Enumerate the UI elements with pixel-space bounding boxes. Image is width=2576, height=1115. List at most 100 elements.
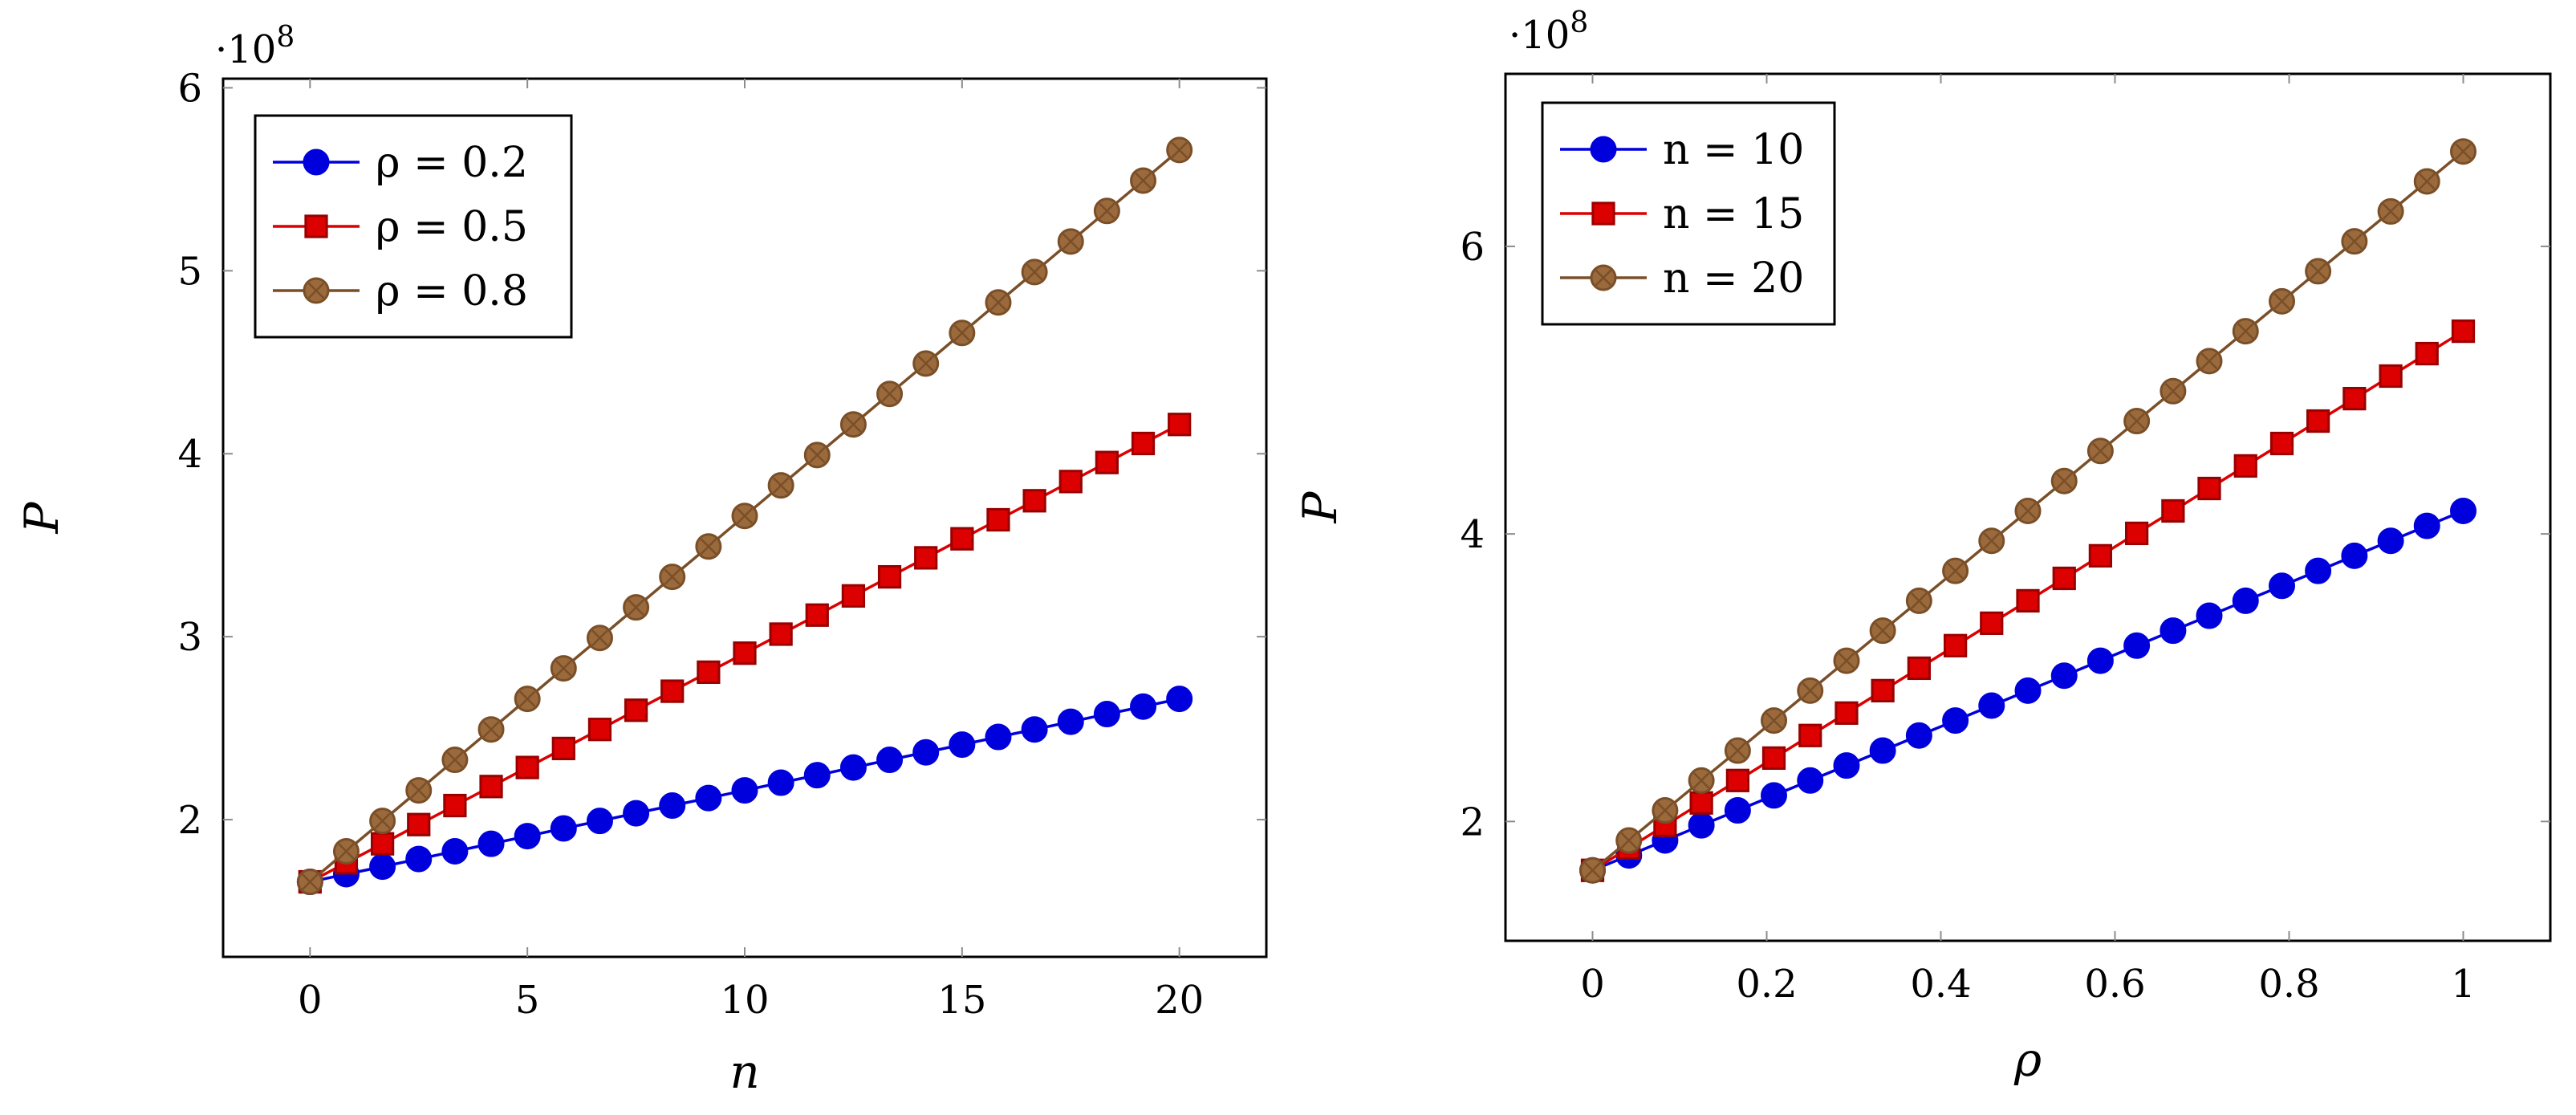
data-point <box>876 747 904 774</box>
data-point <box>731 777 758 804</box>
x-tick-label: 5 <box>515 978 540 1023</box>
data-point <box>2016 588 2040 613</box>
data-point <box>2086 437 2114 465</box>
data-point <box>1579 857 1606 884</box>
legend-marker <box>303 149 330 176</box>
data-point <box>296 869 323 896</box>
x-tick-label: 0 <box>298 978 323 1023</box>
data-point <box>950 527 974 551</box>
data-point <box>2088 543 2113 568</box>
data-point <box>1130 693 1157 720</box>
data-point <box>769 622 793 646</box>
data-point <box>2377 197 2404 225</box>
data-point <box>1980 611 2004 635</box>
data-point <box>514 823 541 850</box>
data-point <box>803 762 831 789</box>
data-point <box>2196 348 2223 375</box>
data-point <box>1166 136 1193 164</box>
series-3 <box>1579 138 2476 884</box>
data-point <box>2050 662 2078 690</box>
y-multiplier: ·108 <box>215 21 295 72</box>
data-point <box>733 641 757 665</box>
data-point <box>443 793 467 818</box>
data-point <box>660 679 685 703</box>
data-point <box>697 660 721 684</box>
data-point <box>2052 566 2076 591</box>
data-point <box>2123 632 2151 659</box>
data-point <box>1688 767 1715 794</box>
data-point <box>767 472 794 499</box>
data-point <box>986 507 1010 532</box>
data-point <box>805 603 829 627</box>
legend-label: n = 10 <box>1663 126 1804 174</box>
data-point <box>1724 797 1751 824</box>
data-point <box>550 815 577 842</box>
data-point <box>914 546 938 570</box>
data-point <box>2305 557 2332 584</box>
x-tick-label: 0.4 <box>1910 962 1971 1007</box>
data-point <box>1798 723 1822 747</box>
data-point <box>1021 258 1048 286</box>
data-point <box>841 584 866 608</box>
data-point <box>2125 521 2149 546</box>
data-point <box>1131 431 1156 456</box>
series-2 <box>298 413 1192 894</box>
y-axis-label: P <box>1293 491 1347 524</box>
y-tick-label: 2 <box>177 798 202 843</box>
data-point <box>2160 377 2187 405</box>
data-point <box>1833 647 1860 674</box>
series-1 <box>296 686 1193 896</box>
y-tick-label: 3 <box>177 615 202 660</box>
data-point <box>623 594 650 621</box>
data-point <box>2341 542 2368 569</box>
data-point <box>2450 138 2476 165</box>
data-point <box>912 350 940 377</box>
x-tick-label: 20 <box>1155 978 1204 1023</box>
data-point <box>2232 318 2259 345</box>
data-point <box>551 736 575 761</box>
data-point <box>2415 341 2439 366</box>
data-point <box>1761 746 1786 770</box>
data-point <box>2233 454 2257 478</box>
data-point <box>1021 716 1048 743</box>
data-point <box>2050 467 2078 494</box>
data-point <box>623 800 650 827</box>
data-point <box>587 718 612 742</box>
series-1 <box>1579 497 2476 884</box>
data-point <box>1093 197 1120 225</box>
data-point <box>370 832 395 856</box>
series-3 <box>296 136 1193 896</box>
data-point <box>1905 587 1932 614</box>
data-point <box>407 812 431 836</box>
data-point <box>1058 470 1083 494</box>
data-point <box>985 723 1012 751</box>
data-point <box>695 784 722 812</box>
data-point <box>405 845 433 873</box>
data-point <box>1871 678 1895 702</box>
data-point <box>2232 587 2259 614</box>
data-point <box>1095 450 1119 474</box>
data-point <box>695 533 722 560</box>
data-point <box>1725 768 1749 792</box>
data-point <box>1130 167 1157 194</box>
data-point <box>1689 791 1713 815</box>
data-point <box>550 655 577 682</box>
data-point <box>1797 677 1824 704</box>
legend: n = 10 n = 15 n = 20 <box>1541 101 1836 326</box>
y-tick-label: 4 <box>1460 512 1485 557</box>
data-point <box>1168 413 1192 437</box>
data-point <box>2451 319 2476 344</box>
data-point <box>1905 722 1932 749</box>
legend-marker <box>1591 201 1615 226</box>
data-point <box>369 853 396 881</box>
legend-marker <box>303 277 330 304</box>
plot-frame <box>1504 72 2552 942</box>
data-point <box>1057 708 1084 735</box>
data-point <box>2161 498 2185 523</box>
data-point <box>1907 656 1931 681</box>
legend-label: ρ = 0.5 <box>376 203 528 251</box>
legend-marker <box>1590 264 1617 291</box>
data-point <box>1093 701 1120 728</box>
